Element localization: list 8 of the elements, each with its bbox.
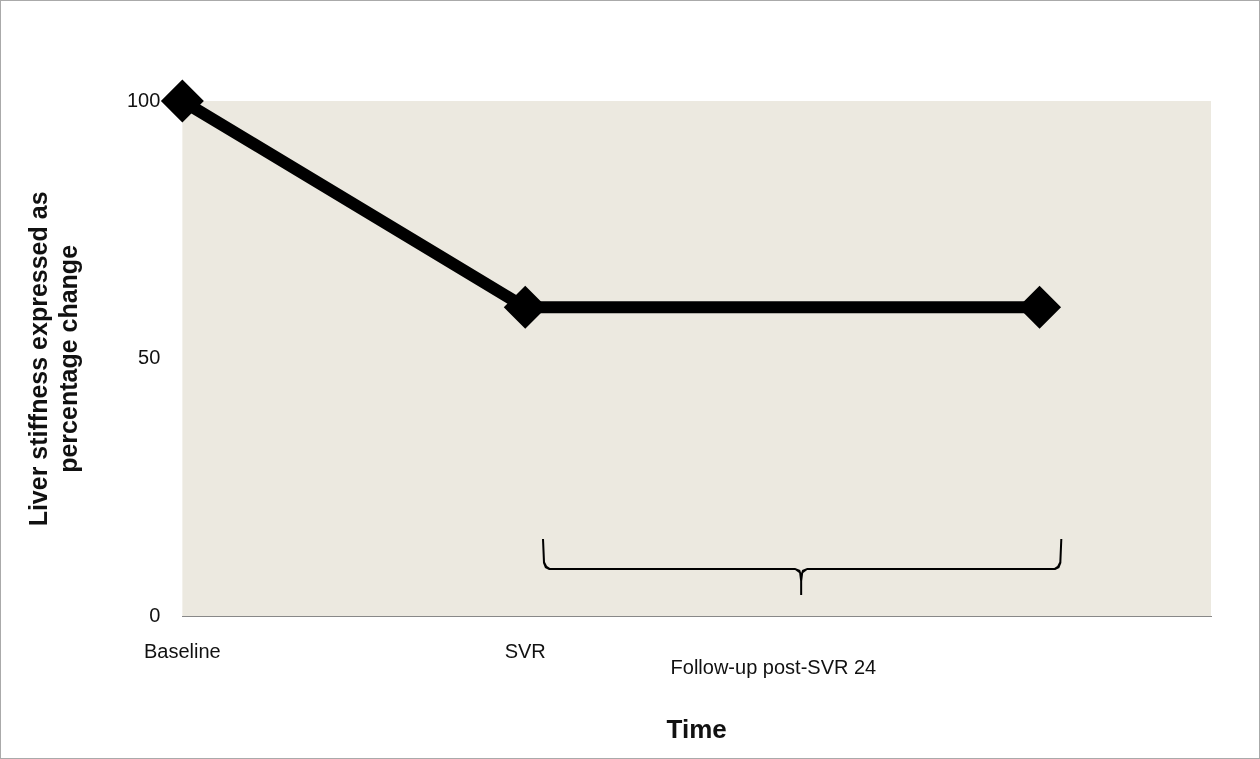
text: Follow-up post-SVR 24 — [670, 656, 877, 679]
y-tick-label: 0 — [149, 604, 161, 627]
x-tick-label: SVR — [504, 640, 546, 663]
y-tick-label: 50 — [138, 346, 161, 369]
y-tick-label: 100 — [126, 88, 161, 111]
y-axis-title: Liver stiffness expressed as percentage change — [23, 191, 82, 527]
x-tick-label: Baseline — [144, 640, 221, 663]
x-axis-title: Time — [666, 713, 727, 744]
